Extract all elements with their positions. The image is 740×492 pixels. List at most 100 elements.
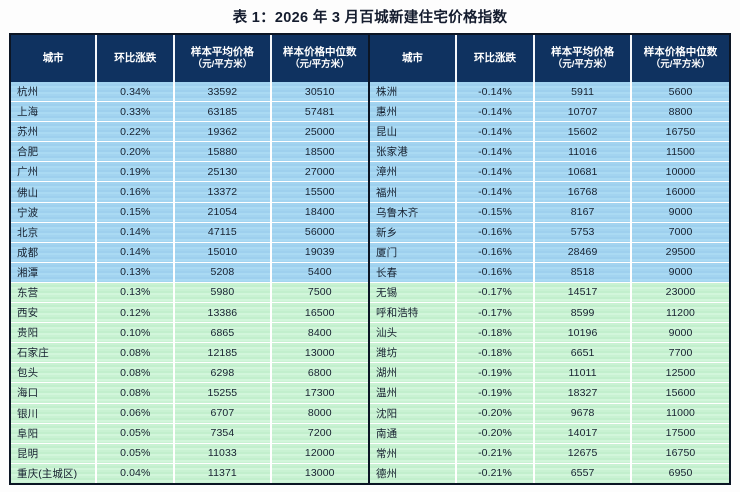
table-row: 成都 0.14% 15010 19039 xyxy=(11,242,368,263)
cell-city: 沈阳 xyxy=(370,403,457,423)
cell-median-price: 15500 xyxy=(271,182,368,202)
cell-city: 苏州 xyxy=(11,122,98,142)
cell-avg-price: 47115 xyxy=(175,222,272,242)
cell-city: 杭州 xyxy=(11,82,98,102)
table-row: 包头 0.08% 6298 6800 xyxy=(11,363,368,384)
cell-change: 0.08% xyxy=(97,363,176,383)
cell-city: 株洲 xyxy=(370,82,457,102)
cell-change: -0.17% xyxy=(456,282,536,303)
cell-avg-price: 14017 xyxy=(535,423,633,443)
column-header-change: 环比涨跌 xyxy=(456,35,536,82)
cell-median-price: 23000 xyxy=(632,282,729,303)
cell-city: 惠州 xyxy=(370,102,457,122)
table-row: 银川 0.06% 6707 8000 xyxy=(11,403,368,424)
cell-city: 湖州 xyxy=(370,363,457,383)
table-row: 潍坊 -0.18% 6651 7700 xyxy=(370,343,729,364)
column-header-avg-price-label: 样本平均价格 xyxy=(190,46,254,59)
cell-median-price: 6800 xyxy=(271,363,368,383)
cell-median-price: 8000 xyxy=(271,403,368,423)
cell-avg-price: 28469 xyxy=(535,242,633,262)
cell-change: -0.14% xyxy=(456,82,536,102)
cell-avg-price: 12185 xyxy=(175,343,272,363)
cell-change: 0.04% xyxy=(97,463,176,483)
table-row: 昆山 -0.14% 15602 16750 xyxy=(370,122,729,143)
table-row: 合肥 0.20% 15880 18500 xyxy=(11,142,368,163)
cell-change: 0.05% xyxy=(97,443,176,463)
cell-city: 德州 xyxy=(370,463,457,483)
cell-median-price: 10000 xyxy=(632,162,729,182)
cell-change: -0.18% xyxy=(456,323,536,343)
cell-avg-price: 6557 xyxy=(535,463,633,483)
cell-city: 漳州 xyxy=(370,162,457,182)
cell-median-price: 9000 xyxy=(632,262,729,282)
table-body-left: 杭州 0.34% 33592 30510 上海 0.33% 63185 57481 苏州 0.22… xyxy=(11,82,368,483)
cell-avg-price: 10707 xyxy=(535,102,633,122)
cell-median-price: 19039 xyxy=(271,242,368,262)
cell-avg-price: 15880 xyxy=(175,142,272,162)
cell-change: -0.14% xyxy=(456,122,536,142)
cell-change: 0.22% xyxy=(97,122,176,142)
column-header-city-label: 城市 xyxy=(401,52,423,65)
table-header-right: 城市 环比涨跌 样本平均价格 （元/平方米） 样本价格中位数 （元/平方米） xyxy=(370,35,729,82)
cell-median-price: 9000 xyxy=(632,323,729,343)
cell-median-price: 27000 xyxy=(271,162,368,182)
cell-avg-price: 33592 xyxy=(175,82,272,102)
column-header-median-price-unit: （元/平方米） xyxy=(650,59,711,71)
table-row: 福州 -0.14% 16768 16000 xyxy=(370,182,729,203)
cell-avg-price: 8599 xyxy=(535,303,633,323)
cell-change: 0.15% xyxy=(97,202,176,222)
column-header-median-price: 样本价格中位数 （元/平方米） xyxy=(271,35,368,82)
cell-avg-price: 5911 xyxy=(535,82,633,102)
table-row: 厦门 -0.16% 28469 29500 xyxy=(370,242,729,263)
cell-city: 银川 xyxy=(11,403,98,423)
cell-change: 0.13% xyxy=(97,282,176,303)
cell-avg-price: 15010 xyxy=(175,242,272,262)
table-row: 常州 -0.21% 12675 16750 xyxy=(370,443,729,464)
cell-city: 福州 xyxy=(370,182,457,202)
cell-median-price: 12500 xyxy=(632,363,729,383)
cell-median-price: 7200 xyxy=(271,423,368,443)
cell-median-price: 16500 xyxy=(271,303,368,323)
cell-median-price: 12000 xyxy=(271,443,368,463)
cell-avg-price: 6298 xyxy=(175,363,272,383)
column-header-median-price-label: 样本价格中位数 xyxy=(643,46,718,59)
cell-median-price: 7500 xyxy=(271,282,368,303)
cell-avg-price: 9678 xyxy=(535,403,633,423)
table-row: 南通 -0.20% 14017 17500 xyxy=(370,423,729,444)
cell-change: 0.34% xyxy=(97,82,176,102)
cell-median-price: 5600 xyxy=(632,82,729,102)
cell-change: 0.14% xyxy=(97,222,176,242)
column-header-avg-price-unit: （元/平方米） xyxy=(192,59,253,71)
cell-change: -0.20% xyxy=(456,403,536,423)
cell-change: -0.14% xyxy=(456,102,536,122)
cell-avg-price: 21054 xyxy=(175,202,272,222)
table-row: 德州 -0.21% 6557 6950 xyxy=(370,463,729,483)
cell-city: 张家港 xyxy=(370,142,457,162)
cell-avg-price: 63185 xyxy=(175,102,272,122)
table-row: 阜阳 0.05% 7354 7200 xyxy=(11,423,368,444)
cell-city: 海口 xyxy=(11,383,98,403)
cell-median-price: 30510 xyxy=(271,82,368,102)
cell-city: 昆明 xyxy=(11,443,98,463)
cell-city: 湘潭 xyxy=(11,262,98,282)
cell-change: 0.06% xyxy=(97,403,176,423)
table-row: 长春 -0.16% 8518 9000 xyxy=(370,262,729,283)
column-header-change-label: 环比涨跌 xyxy=(474,52,516,65)
column-header-avg-price: 样本平均价格 （元/平方米） xyxy=(175,35,272,82)
cell-city: 成都 xyxy=(11,242,98,262)
column-header-median-price-label: 样本价格中位数 xyxy=(283,46,357,59)
cell-city: 佛山 xyxy=(11,182,98,202)
cell-change: -0.17% xyxy=(456,303,536,323)
cell-change: -0.19% xyxy=(456,383,536,403)
column-header-avg-price: 样本平均价格 （元/平方米） xyxy=(535,35,633,82)
column-header-median-price-unit: （元/平方米） xyxy=(289,59,350,71)
cell-change: -0.21% xyxy=(456,443,536,463)
cell-city: 厦门 xyxy=(370,242,457,262)
cell-avg-price: 5208 xyxy=(175,262,272,282)
table-row: 广州 0.19% 25130 27000 xyxy=(11,162,368,183)
cell-avg-price: 18327 xyxy=(535,383,633,403)
cell-city: 汕头 xyxy=(370,323,457,343)
cell-change: 0.14% xyxy=(97,242,176,262)
cell-change: -0.14% xyxy=(456,182,536,202)
cell-avg-price: 15602 xyxy=(535,122,633,142)
